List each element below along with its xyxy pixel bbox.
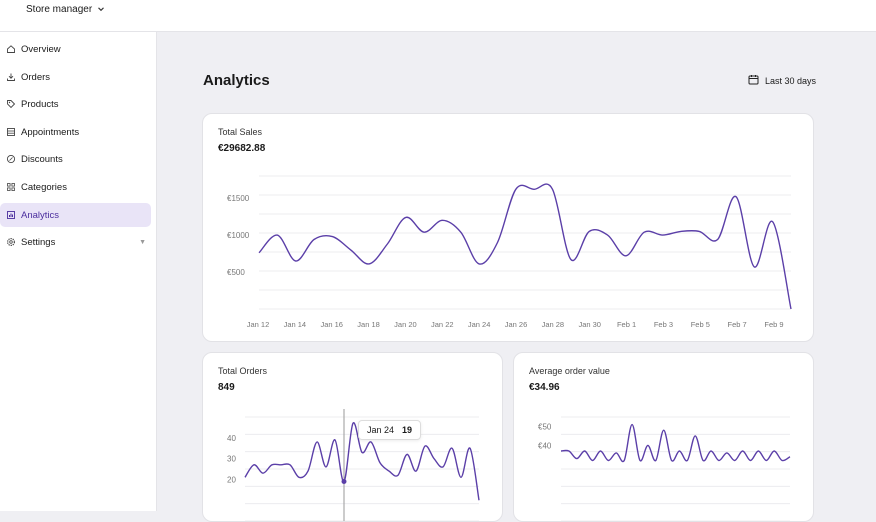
total-sales-chart[interactable]: €500 €1000 €1500 Jan 12 Jan 14 Jan 16 Jan 18 Ja… <box>203 114 814 342</box>
x-tick-label: Jan 20 <box>394 320 417 329</box>
sidebar: Overview Orders Products Appointments Discou… <box>0 32 157 511</box>
sidebar-item-label: Products <box>21 98 59 110</box>
x-tick-label: Jan 26 <box>505 320 528 329</box>
gear-icon <box>6 237 16 247</box>
y-tick-label: 20 <box>227 475 236 484</box>
sidebar-item-label: Appointments <box>21 126 80 138</box>
series-line <box>258 183 792 310</box>
average-order-value-chart[interactable]: €40 €50 <box>514 353 814 522</box>
tooltip-value: 19 <box>402 425 413 435</box>
sidebar-item-label: Discounts <box>21 153 63 165</box>
total-orders-card: Total Orders 849 20 30 40 Jan 24 19 <box>202 352 503 522</box>
sidebar-item-appointments[interactable]: Appointments <box>0 120 151 144</box>
y-tick-label: €500 <box>227 268 245 277</box>
sidebar-item-discounts[interactable]: Discounts <box>0 147 151 171</box>
y-tick-label: €1500 <box>227 194 250 203</box>
top-bar: Store manager <box>0 0 876 32</box>
chart-total: €29682.88 <box>218 143 266 154</box>
y-tick-label: 30 <box>227 455 236 464</box>
y-tick-label: 40 <box>227 434 236 443</box>
x-tick-label: Jan 14 <box>284 320 307 329</box>
series-line <box>244 422 480 501</box>
grid-icon <box>6 182 16 192</box>
date-range-label: Last 30 days <box>765 75 817 86</box>
x-tick-label: Jan 22 <box>431 320 454 329</box>
sidebar-item-products[interactable]: Products <box>0 92 151 116</box>
store-switcher-button[interactable]: Store manager <box>26 4 105 15</box>
analytics-icon <box>6 210 16 220</box>
x-tick-label: Feb 7 <box>728 320 747 329</box>
home-icon <box>6 44 16 54</box>
average-order-value-card: Average order value €34.96 €40 €50 <box>513 352 814 522</box>
x-tick-label: Feb 5 <box>691 320 710 329</box>
sidebar-item-categories[interactable]: Categories <box>0 175 151 199</box>
chevron-down-icon <box>97 5 105 15</box>
total-orders-chart[interactable]: 20 30 40 <box>203 353 503 522</box>
sidebar-item-overview[interactable]: Overview <box>0 37 151 61</box>
sidebar-item-label: Orders <box>21 71 51 83</box>
tooltip-date: Jan 24 <box>367 425 395 435</box>
date-range-button[interactable]: Last 30 days <box>748 74 816 87</box>
tag-icon <box>6 99 16 109</box>
x-tick-label: Feb 1 <box>617 320 636 329</box>
chart-total: 849 <box>218 382 235 393</box>
page-title: Analytics <box>203 72 270 89</box>
x-tick-label: Jan 30 <box>578 320 601 329</box>
sidebar-item-label: Overview <box>21 43 61 55</box>
store-switcher-label: Store manager <box>26 4 93 15</box>
calendar-icon <box>748 74 759 87</box>
sidebar-item-analytics[interactable]: Analytics <box>0 203 151 227</box>
chart-title: Total Sales <box>218 127 263 137</box>
sidebar-item-label: Analytics <box>21 209 60 221</box>
x-tick-label: Jan 24 <box>468 320 491 329</box>
sidebar-item-orders[interactable]: Orders <box>0 65 151 89</box>
calendar-grid-icon <box>6 127 16 137</box>
x-tick-label: Jan 28 <box>542 320 565 329</box>
chart-title: Total Orders <box>218 366 268 376</box>
series-line <box>560 423 791 463</box>
chart-title: Average order value <box>529 366 610 376</box>
sidebar-item-label: Categories <box>21 181 67 193</box>
chart-tooltip: Jan 24 19 <box>358 420 422 440</box>
chart-total: €34.96 <box>529 382 560 393</box>
download-icon <box>6 72 16 82</box>
data-point[interactable] <box>341 478 347 484</box>
y-tick-label: €50 <box>538 422 552 431</box>
total-sales-card: Total Sales €29682.88 €500 €1000 €1500 Jan … <box>202 113 814 342</box>
x-tick-label: Jan 16 <box>320 320 343 329</box>
y-tick-label: €40 <box>538 441 552 450</box>
x-tick-label: Jan 18 <box>357 320 380 329</box>
y-tick-label: €1000 <box>227 231 250 240</box>
sidebar-item-settings[interactable]: Settings ▼ <box>0 230 151 254</box>
caret-down-icon: ▼ <box>139 238 146 246</box>
x-tick-label: Feb 3 <box>654 320 673 329</box>
x-tick-label: Feb 9 <box>764 320 783 329</box>
discount-icon <box>6 154 16 164</box>
x-tick-label: Jan 12 <box>247 320 270 329</box>
sidebar-item-label: Settings <box>21 236 56 248</box>
